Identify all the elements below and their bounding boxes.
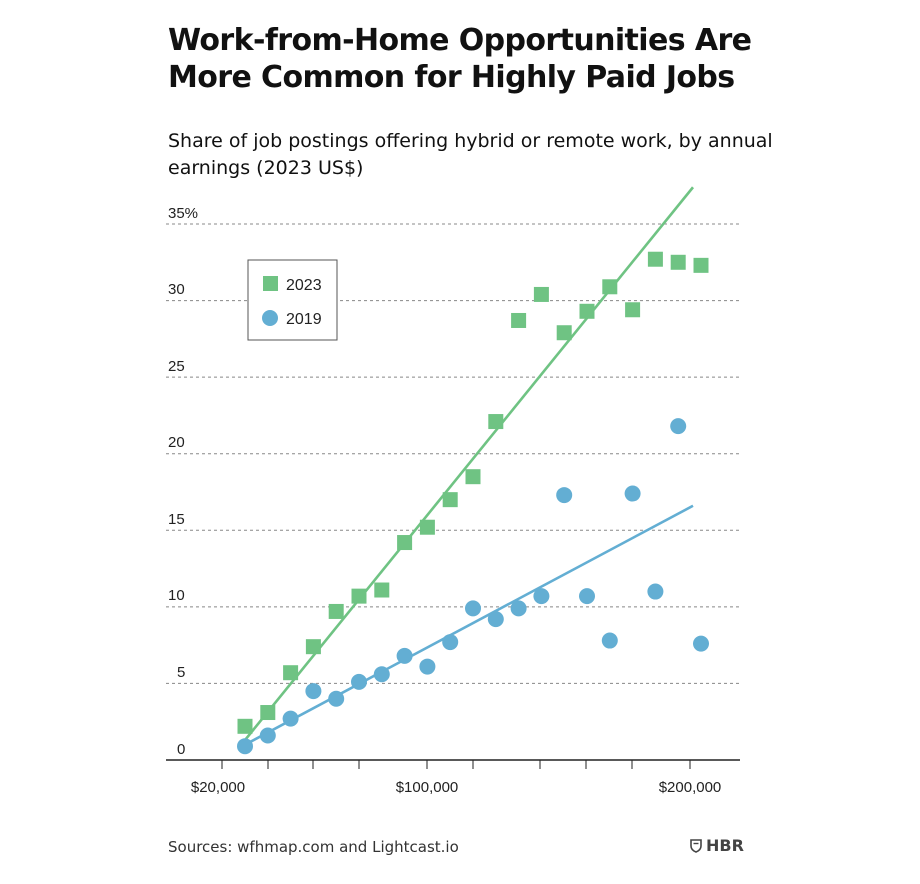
data-point-2019 — [624, 485, 641, 502]
x-tick-label: $200,000 — [659, 779, 722, 796]
data-point-2019 — [533, 588, 550, 605]
data-point-2023 — [328, 603, 344, 619]
x-tick-label: $100,000 — [396, 779, 459, 796]
data-point-2019 — [579, 588, 595, 605]
data-point-2023 — [511, 312, 527, 328]
y-tick-label: 0 — [177, 741, 185, 758]
data-point-2023 — [693, 257, 709, 273]
data-point-2019 — [670, 418, 687, 435]
data-point-2023 — [556, 325, 572, 341]
logo-text: HBR — [706, 836, 744, 855]
shield-icon — [690, 838, 702, 853]
data-point-2023 — [465, 469, 481, 485]
data-point-2019 — [396, 647, 413, 664]
data-point-2019 — [465, 600, 481, 617]
data-point-2019 — [328, 690, 345, 707]
legend-square-icon — [263, 276, 278, 291]
chart-title: Work-from-Home Opportunities Are More Co… — [168, 23, 752, 95]
source-note: Sources: wfhmap.com and Lightcast.io — [168, 838, 459, 856]
legend-circle-icon — [262, 310, 278, 326]
data-point-2023 — [305, 639, 321, 655]
data-point-2019 — [305, 683, 322, 700]
data-point-2019 — [556, 487, 573, 504]
data-point-2023 — [397, 535, 413, 551]
data-point-2023 — [237, 718, 253, 734]
data-point-2023 — [351, 588, 367, 604]
y-tick-labels: 0 5 10 15 20 25 30 35% — [168, 205, 198, 758]
legend-label-2023: 2023 — [286, 277, 322, 294]
data-point-2023 — [579, 303, 595, 319]
data-point-2023 — [374, 582, 390, 598]
data-point-2019 — [351, 673, 367, 690]
y-tick-label: 35% — [168, 205, 198, 222]
data-points — [237, 251, 709, 755]
y-tick-label: 5 — [177, 664, 185, 681]
data-point-2023 — [419, 519, 435, 535]
data-point-2023 — [283, 665, 299, 681]
data-point-2023 — [488, 414, 504, 430]
y-tick-label: 15 — [168, 511, 185, 528]
legend: 2023 2019 — [247, 259, 338, 341]
data-point-2019 — [373, 666, 390, 683]
data-point-2023 — [260, 705, 276, 721]
data-point-2019 — [601, 632, 618, 649]
data-point-2019 — [419, 658, 436, 675]
legend-box — [247, 259, 338, 341]
data-point-2023 — [647, 251, 663, 267]
data-point-2019 — [487, 611, 504, 628]
trend-line-2019 — [244, 504, 694, 746]
x-axis — [166, 759, 740, 769]
data-point-2019 — [693, 635, 709, 652]
chart-subtitle: Share of job postings offering hybrid or… — [168, 130, 773, 179]
y-tick-label: 25 — [168, 358, 185, 375]
data-point-2019 — [647, 583, 664, 600]
data-point-2019 — [282, 710, 299, 727]
data-point-2019 — [510, 600, 527, 617]
legend-label-2019: 2019 — [286, 311, 322, 328]
y-tick-label: 20 — [168, 434, 185, 451]
data-point-2023 — [533, 286, 549, 302]
data-point-2019 — [259, 727, 276, 744]
data-point-2019 — [237, 738, 253, 755]
y-tick-label: 30 — [168, 281, 185, 298]
data-point-2023 — [625, 302, 641, 318]
data-point-2023 — [670, 254, 686, 270]
x-tick-labels: $20,000 $100,000 $200,000 — [191, 779, 721, 796]
y-tick-label: 10 — [168, 587, 185, 604]
data-point-2023 — [602, 279, 618, 295]
x-tick-label: $20,000 — [191, 779, 245, 796]
hbr-logo: HBR — [690, 836, 744, 855]
data-point-2019 — [442, 634, 459, 651]
data-point-2023 — [442, 492, 458, 508]
